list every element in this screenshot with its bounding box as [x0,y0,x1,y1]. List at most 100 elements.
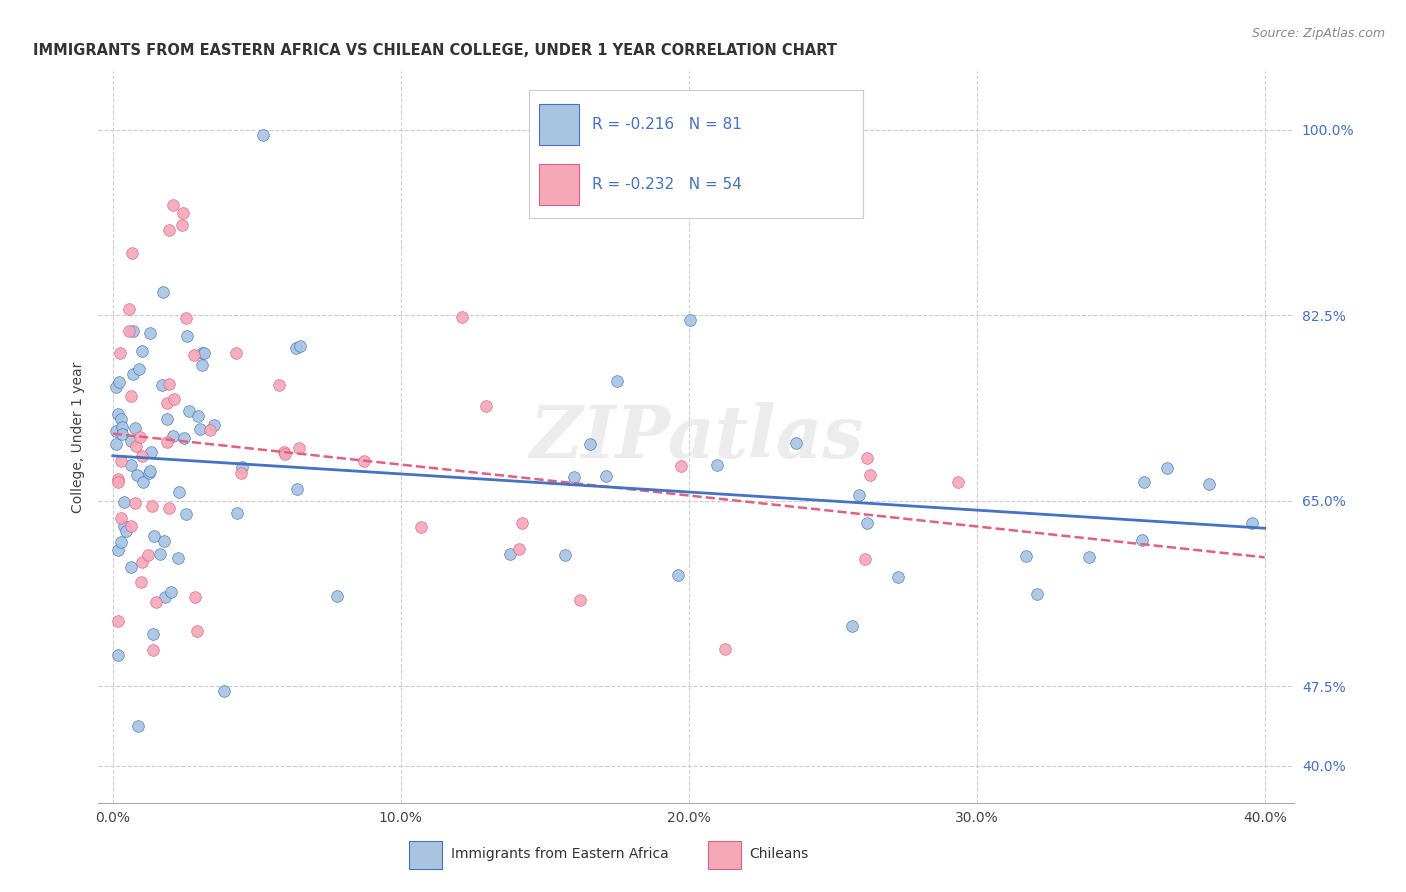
Point [152,285,174,299]
Point [172,219,194,233]
Point [110,534,132,549]
Point [156,396,179,410]
Point [156,435,179,450]
Point [290,339,312,353]
Point [142,529,165,543]
Point [172,206,194,220]
Point [474,400,496,414]
Point [128,430,150,444]
Point [184,590,207,604]
Point [579,437,602,451]
Point [859,468,882,483]
Point [167,485,190,500]
Point [1025,587,1047,601]
Point [159,223,181,237]
Point [202,417,225,432]
Point [1198,476,1220,491]
Text: IMMIGRANTS FROM EASTERN AFRICA VS CHILEAN COLLEGE, UNDER 1 YEAR CORRELATION CHAR: IMMIGRANTS FROM EASTERN AFRICA VS CHILEA… [32,43,837,58]
Point [183,349,205,363]
Point [129,574,152,589]
Point [176,311,198,326]
Point [1130,533,1153,547]
Point [568,592,591,607]
Text: ZIPatlas: ZIPatlas [529,401,863,473]
Point [104,437,127,451]
Text: Source: ZipAtlas.com: Source: ZipAtlas.com [1251,27,1385,40]
Point [136,549,159,563]
Point [856,516,879,530]
Point [121,324,143,338]
Point [606,375,628,389]
Point [153,590,176,604]
Point [188,422,211,436]
Point [785,435,807,450]
Point [120,434,142,448]
Point [107,614,129,628]
Point [107,475,129,489]
Point [162,198,184,212]
Point [125,468,148,483]
Point [841,619,863,633]
Point [1078,549,1101,564]
Point [193,346,215,360]
Point [186,624,208,639]
Point [946,475,969,490]
Point [231,466,253,480]
Point [285,482,308,496]
Point [190,345,212,359]
Point [107,407,129,421]
Point [132,475,155,489]
Point [214,683,236,698]
Point [713,642,735,657]
Point [120,388,142,402]
Point [554,548,576,562]
Point [451,310,474,325]
Point [669,458,692,473]
Point [853,552,876,566]
Point [107,543,129,558]
Point [120,518,142,533]
Point [153,533,176,548]
Point [508,541,530,556]
Point [269,377,291,392]
Point [156,412,179,426]
Point [142,627,165,641]
Point [856,450,879,465]
Point [231,460,253,475]
Point [120,560,142,574]
Point [112,519,135,533]
Point [326,589,349,603]
Point [562,470,585,484]
Point [110,510,132,524]
Point [1156,461,1178,475]
Point [285,341,308,355]
Point [128,361,150,376]
Point [510,516,533,531]
Point [225,506,247,520]
Point [112,494,135,508]
Point [499,547,522,561]
Point [163,392,186,406]
Point [124,496,146,510]
Point [118,324,141,338]
Point [848,488,870,502]
Point [111,420,134,434]
Point [107,648,129,662]
Point [138,466,160,480]
Point [125,439,148,453]
Point [127,719,149,733]
Point [139,444,162,458]
Point [107,472,129,486]
Point [104,424,127,438]
Point [124,420,146,434]
Point [131,449,153,463]
Point [121,246,143,260]
Point [179,404,201,418]
Point [595,468,617,483]
Point [139,464,162,478]
Point [1132,475,1154,489]
Point [110,454,132,468]
Point [274,447,297,461]
Point [173,431,195,445]
Point [157,376,180,391]
